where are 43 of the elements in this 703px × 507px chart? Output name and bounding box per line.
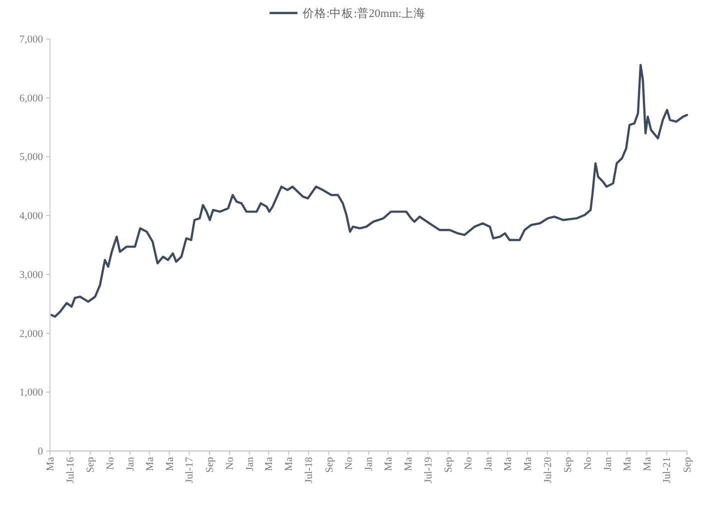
y-tick-label: 1,000	[19, 388, 43, 399]
x-tick-label: Jul-16	[65, 457, 76, 484]
x-tick-label: Sep	[444, 457, 455, 473]
x-tick-label: Jan	[603, 456, 614, 471]
x-tick-label: Sep	[204, 457, 216, 473]
y-tick-label: 4,000	[19, 211, 43, 222]
x-tick-label: No	[464, 457, 475, 470]
x-tick-label: Ma	[403, 456, 414, 471]
y-tick-label: 6,000	[19, 93, 43, 104]
x-tick-label: Ma	[144, 456, 156, 471]
x-tick-label: Jul-18	[304, 457, 316, 484]
x-tick-label: Ma	[164, 456, 176, 471]
x-tick-label: Sep	[324, 457, 336, 473]
x-tick-label: Jan	[483, 456, 494, 471]
x-tick-label: No	[224, 457, 236, 470]
y-tick-label: 2,000	[19, 328, 43, 340]
x-tick-label: No	[583, 457, 594, 470]
x-tick-label: Jan	[244, 456, 256, 471]
x-tick-label: No	[344, 457, 356, 470]
legend-label: 价格:中板:普20mm:上海	[302, 6, 426, 20]
y-tick-label: 3,000	[19, 270, 43, 281]
x-tick-label: Ma	[642, 456, 654, 471]
y-tick-label: 7,000	[19, 34, 43, 46]
x-tick-label: No	[106, 457, 117, 470]
x-tick-label: Ma	[503, 456, 514, 471]
x-tick-label: Ma	[622, 456, 634, 471]
x-tick-label: Jul-20	[542, 457, 554, 484]
x-tick-label: Sep	[86, 457, 97, 473]
x-tick-label: Jul-17	[184, 457, 196, 484]
y-tick-label: 0	[38, 446, 43, 458]
x-tick-label: Jan	[364, 456, 376, 471]
line-series	[50, 64, 688, 318]
x-tick-label: Jul-21	[662, 457, 674, 484]
x-tick-label: Ma	[383, 456, 394, 471]
x-tick-label: Jul-19	[423, 457, 434, 484]
x-tick-label: Jan	[126, 456, 137, 471]
x-tick-label: Sep	[563, 457, 574, 473]
x-tick-label: Sep	[682, 457, 694, 473]
x-tick-label: Ma	[284, 456, 296, 471]
x-tick-label: Ma	[523, 456, 534, 471]
y-tick-label: 5,000	[19, 152, 43, 164]
x-tick-label: Ma	[46, 456, 56, 471]
x-tick-label: Ma	[264, 456, 276, 471]
